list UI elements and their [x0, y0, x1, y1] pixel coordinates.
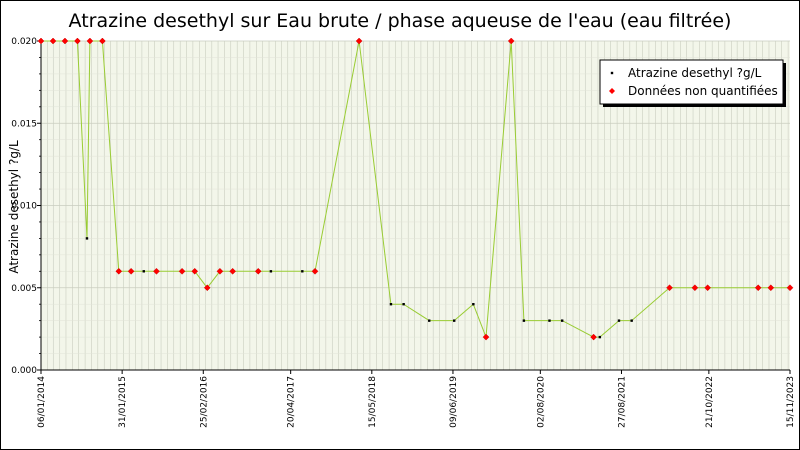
data-point	[598, 335, 602, 339]
data-point	[142, 270, 145, 273]
legend-label: Atrazine desethyl ?g/L	[628, 66, 762, 80]
x-tick-label: 09/06/2019	[449, 376, 459, 428]
data-point	[617, 319, 621, 322]
data-point	[269, 270, 273, 273]
data-point-non-quantified	[254, 267, 262, 275]
data-point	[472, 303, 475, 306]
y-axis-label: Atrazine desethyl ?g/L	[7, 140, 21, 274]
axes: 0.000 0.005 0.010 0.015 0.020 06/01/2014 31/01…	[11, 37, 796, 428]
data-point-non-quantified	[99, 37, 106, 45]
y-tick-label: 0.020	[11, 37, 37, 47]
data-point	[301, 270, 304, 273]
x-tick-label: 20/04/2017	[287, 376, 297, 428]
data-point-non-quantified	[311, 267, 319, 275]
data-point-non-quantified	[704, 284, 711, 292]
x-tick-label: 02/08/2020	[536, 376, 546, 428]
legend-box	[599, 59, 784, 105]
data-point-non-quantified	[482, 333, 490, 341]
data-point-non-quantified	[153, 267, 160, 275]
data-series	[37, 37, 794, 341]
y-tick-label: 0.000	[11, 366, 37, 376]
data-point-non-quantified	[115, 267, 123, 275]
data-point-non-quantified	[86, 37, 94, 45]
y-tick-label: 0.010	[11, 202, 37, 212]
data-point-non-quantified	[355, 37, 363, 45]
x-tick-label: 15/11/2023	[786, 376, 796, 428]
x-tick-label: 25/02/2016	[199, 376, 209, 428]
data-point	[548, 319, 551, 322]
data-point-non-quantified	[127, 267, 135, 275]
x-tick-label: 31/01/2015	[118, 376, 128, 428]
data-point-non-quantified	[691, 284, 699, 292]
data-point-non-quantified	[229, 267, 236, 275]
data-point-non-quantified	[590, 333, 597, 341]
data-point	[630, 319, 633, 322]
data-point	[522, 319, 526, 322]
data-point-non-quantified	[507, 37, 515, 45]
data-point	[389, 303, 393, 306]
data-point	[85, 237, 89, 240]
legend-marker-dot	[610, 71, 614, 75]
data-point-non-quantified	[666, 284, 673, 292]
data-point-non-quantified	[767, 284, 775, 292]
data-point	[402, 303, 405, 306]
data-point-non-quantified	[754, 284, 762, 292]
x-tick-label: 21/10/2022	[705, 376, 715, 428]
data-point-non-quantified	[37, 37, 45, 45]
y-tick-label: 0.015	[11, 119, 37, 129]
x-tick-label: 27/08/2021	[617, 376, 627, 428]
data-point-non-quantified	[191, 267, 199, 275]
chart-title: Atrazine desethyl sur Eau brute / phase …	[69, 10, 732, 32]
data-point-non-quantified	[74, 37, 81, 45]
data-point-non-quantified	[61, 37, 69, 45]
data-point-non-quantified	[178, 267, 186, 275]
data-point-non-quantified	[216, 267, 224, 275]
data-point	[560, 319, 564, 322]
data-point-non-quantified	[786, 284, 794, 292]
legend: Atrazine desethyl ?g/L Données non quanti…	[599, 59, 786, 107]
data-point	[452, 319, 456, 322]
y-tick-label: 0.005	[11, 284, 37, 294]
x-tick-label: 15/05/2018	[368, 376, 378, 428]
legend-label: Données non quantifiées	[628, 84, 778, 98]
data-point	[428, 319, 431, 322]
x-tick-label: 06/01/2014	[37, 376, 47, 428]
data-point-non-quantified	[203, 284, 211, 292]
legend-marker-diamond	[609, 88, 615, 94]
data-point-non-quantified	[49, 37, 57, 45]
